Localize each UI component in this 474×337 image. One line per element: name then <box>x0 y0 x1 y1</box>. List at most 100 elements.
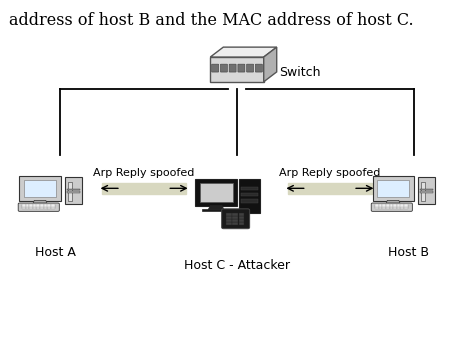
FancyBboxPatch shape <box>229 64 236 72</box>
Bar <box>386 204 390 207</box>
Polygon shape <box>208 205 224 210</box>
Bar <box>40 206 44 208</box>
Bar <box>44 204 47 207</box>
Bar <box>68 182 72 201</box>
Text: Host A: Host A <box>36 246 76 259</box>
Bar <box>397 206 401 208</box>
Bar <box>47 207 51 209</box>
FancyBboxPatch shape <box>65 177 82 204</box>
Bar <box>238 222 244 225</box>
Bar <box>67 191 80 193</box>
Bar <box>232 213 238 216</box>
Bar <box>22 207 26 209</box>
Bar <box>226 222 232 225</box>
Bar <box>375 204 379 207</box>
Bar <box>22 204 26 207</box>
Bar <box>420 189 433 190</box>
FancyBboxPatch shape <box>195 179 237 206</box>
Bar <box>386 206 390 208</box>
Polygon shape <box>288 183 372 194</box>
FancyBboxPatch shape <box>239 179 260 213</box>
Bar <box>420 191 433 193</box>
Bar <box>401 204 404 207</box>
Bar <box>26 204 29 207</box>
Bar <box>397 204 401 207</box>
Bar <box>47 204 51 207</box>
Bar <box>40 207 44 209</box>
Polygon shape <box>264 47 277 82</box>
Bar <box>36 206 40 208</box>
Bar <box>238 216 244 219</box>
Polygon shape <box>385 201 401 205</box>
Bar <box>36 207 40 209</box>
FancyBboxPatch shape <box>246 64 254 72</box>
Bar <box>379 206 383 208</box>
Bar <box>241 187 257 190</box>
Bar <box>33 206 36 208</box>
FancyBboxPatch shape <box>373 176 414 202</box>
Bar <box>232 219 238 222</box>
FancyBboxPatch shape <box>210 57 264 82</box>
Bar <box>420 182 425 201</box>
Bar <box>375 207 379 209</box>
Bar <box>401 207 404 209</box>
Bar <box>390 206 393 208</box>
Bar <box>26 206 29 208</box>
Bar <box>379 204 383 207</box>
FancyBboxPatch shape <box>222 209 250 229</box>
FancyBboxPatch shape <box>238 64 245 72</box>
Bar <box>382 204 386 207</box>
Bar <box>226 219 232 222</box>
Bar <box>393 207 397 209</box>
Bar <box>29 207 33 209</box>
Bar <box>29 204 33 207</box>
Bar <box>390 207 393 209</box>
Text: address of host B and the MAC address of host C.: address of host B and the MAC address of… <box>9 11 414 29</box>
Bar <box>67 189 80 190</box>
Text: Arp Reply spoofed: Arp Reply spoofed <box>279 167 381 178</box>
Bar <box>238 219 244 222</box>
Bar <box>375 206 379 208</box>
FancyBboxPatch shape <box>418 177 435 204</box>
Bar <box>202 209 230 211</box>
Bar <box>226 216 232 219</box>
Bar <box>390 204 393 207</box>
FancyBboxPatch shape <box>19 176 61 202</box>
Bar <box>51 206 55 208</box>
Text: Host B: Host B <box>388 246 429 259</box>
Bar <box>51 207 55 209</box>
FancyBboxPatch shape <box>212 64 219 72</box>
Polygon shape <box>32 201 48 205</box>
Bar <box>382 206 386 208</box>
Bar <box>40 204 44 207</box>
Bar <box>241 199 257 203</box>
Bar <box>26 207 29 209</box>
Text: Arp Reply spoofed: Arp Reply spoofed <box>93 167 195 178</box>
Bar <box>397 207 401 209</box>
FancyBboxPatch shape <box>371 203 412 211</box>
Bar <box>393 204 397 207</box>
Bar <box>51 204 55 207</box>
Bar <box>36 204 40 207</box>
FancyBboxPatch shape <box>200 183 233 202</box>
Bar <box>404 206 408 208</box>
Bar <box>226 213 232 216</box>
FancyBboxPatch shape <box>220 64 228 72</box>
Text: Host C - Attacker: Host C - Attacker <box>184 259 290 272</box>
Bar <box>393 206 397 208</box>
Bar <box>379 207 383 209</box>
FancyBboxPatch shape <box>255 64 262 72</box>
Polygon shape <box>102 183 186 194</box>
Bar <box>380 204 407 206</box>
Bar <box>47 206 51 208</box>
Bar <box>44 206 47 208</box>
Bar <box>232 222 238 225</box>
Bar <box>401 206 404 208</box>
Text: Switch: Switch <box>279 66 320 79</box>
Bar <box>386 207 390 209</box>
FancyBboxPatch shape <box>24 180 56 197</box>
Bar <box>404 204 408 207</box>
FancyBboxPatch shape <box>377 180 409 197</box>
Bar <box>33 204 36 207</box>
Bar <box>404 207 408 209</box>
